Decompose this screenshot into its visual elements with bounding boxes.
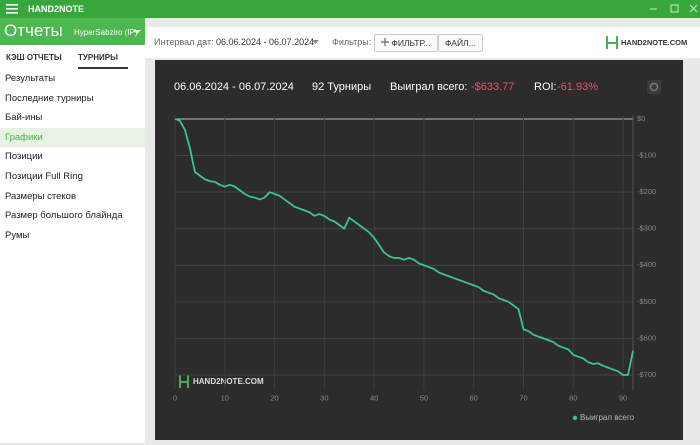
section-title: Отчеты xyxy=(4,21,63,40)
watermark: HAND2NOTE.COM xyxy=(179,375,264,388)
summary-roi-label: ROI: xyxy=(534,81,557,93)
menu-item[interactable]: Бай-ины xyxy=(5,112,43,124)
summary-roi-value: -61.93% xyxy=(557,81,598,93)
menu-icon[interactable] xyxy=(6,4,18,14)
line-series xyxy=(174,118,634,376)
menu-item[interactable]: Результаты xyxy=(5,73,56,84)
filter-button-text: ФИЛЬТР... xyxy=(391,38,431,48)
menu-item[interactable]: Размеры стеков xyxy=(5,190,76,202)
y-tick-label: -$500 xyxy=(637,297,656,306)
settings-icon[interactable] xyxy=(647,80,661,94)
section-header: Отчеты HyperSabziro (IP) xyxy=(0,18,145,45)
dropdown-arrow xyxy=(312,40,319,44)
x-tick-label: 80 xyxy=(569,394,577,403)
chart: 06.06.2024 - 06.07.2024 92 Турниры Выигр… xyxy=(173,80,661,422)
x-tick-label: 50 xyxy=(420,394,428,403)
x-tick-label: 90 xyxy=(619,394,627,403)
title-bar: HAND2NOTE xyxy=(0,0,700,18)
summary-date: 06.06.2024 - 06.07.2024 xyxy=(174,81,294,93)
x-tick-label: 60 xyxy=(470,394,478,403)
summary-won-value: -$633.77 xyxy=(471,81,514,93)
menu-item[interactable]: Позиции Full Ring xyxy=(5,170,83,182)
dropdown-arrow xyxy=(133,30,141,34)
menu-item[interactable]: Графики xyxy=(0,127,145,148)
logo-text: HAND2NOTE.COM xyxy=(621,38,688,47)
y-tick-label: -$100 xyxy=(637,151,656,160)
x-tick-label: 70 xyxy=(519,394,527,403)
plus-icon xyxy=(381,38,389,46)
menu-item[interactable]: Румы xyxy=(5,229,30,241)
date-range[interactable]: 06.06.2024 - 06.07.2024 xyxy=(216,37,315,47)
tab[interactable]: ТУРНИРЫ xyxy=(78,53,128,69)
menu-item[interactable]: Размер большого блайнда xyxy=(5,210,123,222)
date-label: Интервал дат: xyxy=(154,37,214,47)
y-tick-label: $0 xyxy=(637,114,645,123)
tabs: КЭШ ОТЧЕТЫ ТУРНИРЫ xyxy=(0,45,145,69)
window-controls[interactable] xyxy=(648,3,698,15)
y-tick-label: -$300 xyxy=(637,224,656,233)
x-tick-label: 10 xyxy=(221,394,229,403)
y-tick-label: -$400 xyxy=(637,260,656,269)
menu-item[interactable]: Позиции xyxy=(5,151,43,163)
x-tick-label: 20 xyxy=(270,394,278,403)
menu-item[interactable]: Последние турниры xyxy=(5,92,94,104)
legend-label: Выиграл всего xyxy=(580,413,635,422)
x-tick-label: 40 xyxy=(370,394,378,403)
filter-bar: Интервал дат: 06.06.2024 - 06.07.2024 Фи… xyxy=(145,27,700,58)
report-menu: Результаты Последние турниры Бай-ины График… xyxy=(0,69,145,443)
summary-count: 92 Турниры xyxy=(312,81,371,93)
y-tick-label: -$700 xyxy=(637,370,656,379)
app-name: HAND2NOTE xyxy=(28,4,85,14)
summary-won-label: Выиграл всего: xyxy=(390,81,467,93)
y-tick-label: -$200 xyxy=(637,187,656,196)
legend-swatch xyxy=(572,415,578,421)
file-button-text: ФАЙЛ... xyxy=(445,38,476,48)
y-tick-label: -$600 xyxy=(637,333,656,342)
x-tick-label: 30 xyxy=(320,394,328,403)
filters-label: Фильтры: xyxy=(332,37,372,47)
filter-button[interactable]: ФИЛЬТР... xyxy=(374,34,438,52)
player-select[interactable]: HyperSabziro (IP) xyxy=(74,28,138,37)
tab[interactable]: КЭШ ОТЧЕТЫ xyxy=(6,53,62,62)
chart-panel: 06.06.2024 - 06.07.2024 92 Турниры Выигр… xyxy=(155,60,683,440)
x-tick-label: 0 xyxy=(173,394,177,403)
watermark-text: HAND2NOTE.COM xyxy=(193,377,264,386)
file-button[interactable]: ФАЙЛ... xyxy=(438,34,483,52)
logo-icon xyxy=(606,36,618,49)
